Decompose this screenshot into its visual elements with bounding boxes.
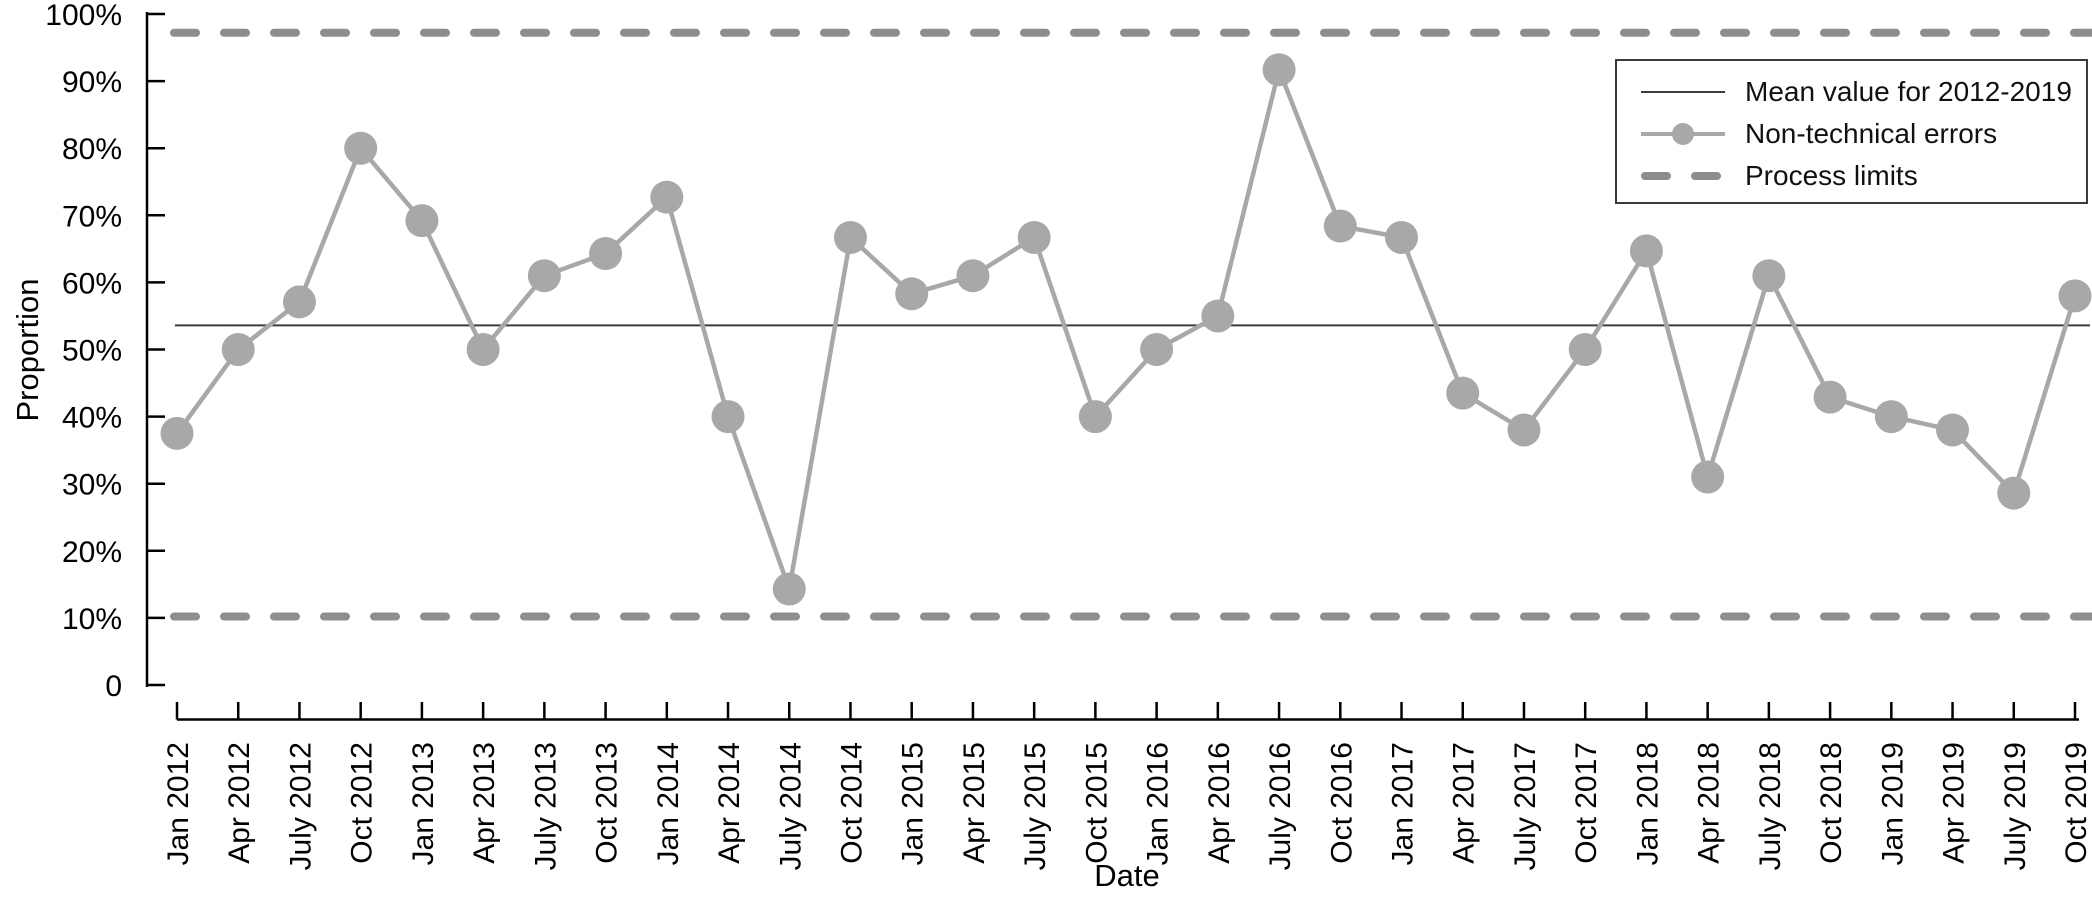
- series-line-sample-icon: [1641, 123, 1725, 145]
- legend-label-mean-value: Mean value for 2012-2019: [1745, 76, 2072, 107]
- x-tick-label: Jan 2018: [1631, 742, 1664, 865]
- y-tick-label: 20%: [62, 536, 122, 569]
- x-tick-label: Jan 2016: [1142, 742, 1175, 865]
- x-tick-label: Apr 2017: [1448, 742, 1481, 864]
- data-point-marker: [1201, 299, 1235, 333]
- data-point-marker: [1874, 400, 1908, 434]
- data-point-marker: [1568, 333, 1602, 366]
- y-tick-label: 80%: [62, 133, 122, 166]
- data-point-marker: [1507, 413, 1541, 447]
- x-tick-label: July 2016: [1264, 742, 1297, 870]
- data-point-marker: [160, 416, 194, 450]
- legend: Mean value for 2012-2019 Non-technical e…: [1615, 59, 2088, 204]
- data-point-marker: [1752, 259, 1786, 293]
- data-point-marker: [1323, 209, 1357, 243]
- data-point-marker: [1140, 333, 1174, 366]
- x-tick-label: Apr 2014: [713, 742, 746, 864]
- process-limits-sample-icon: [1641, 172, 1727, 180]
- y-tick-label: 0: [105, 670, 122, 703]
- data-point-marker: [1017, 220, 1051, 254]
- y-axis-title: Proportion: [10, 278, 45, 421]
- x-tick-label: Oct 2016: [1325, 742, 1358, 864]
- x-tick-label: July 2012: [284, 742, 317, 870]
- x-tick-label: Oct 2019: [2060, 742, 2092, 864]
- x-tick-label: Oct 2014: [835, 742, 868, 864]
- data-point-marker: [527, 259, 561, 293]
- data-point-marker: [2058, 279, 2092, 313]
- data-point-marker: [1813, 380, 1847, 414]
- x-tick-label: Apr 2016: [1203, 742, 1236, 864]
- legend-item-process-limits: Process limits: [1639, 155, 2086, 197]
- x-tick-label: Jan 2013: [407, 742, 440, 865]
- data-point-marker: [1078, 400, 1112, 434]
- data-point-marker: [221, 333, 255, 366]
- mean-line-sample-icon: [1641, 91, 1725, 93]
- data-point-marker: [1936, 413, 1970, 447]
- x-tick-label: July 2018: [1754, 742, 1787, 870]
- y-tick-label: 60%: [62, 267, 122, 300]
- legend-label-process-limits: Process limits: [1745, 160, 1918, 191]
- data-point-marker: [1385, 220, 1419, 254]
- y-tick-label: 70%: [62, 200, 122, 233]
- x-tick-label: Jan 2014: [652, 742, 685, 865]
- data-point-marker: [956, 259, 990, 293]
- y-tick-label: 30%: [62, 469, 122, 502]
- x-tick-label: Jan 2012: [162, 742, 195, 865]
- data-point-marker: [711, 400, 745, 434]
- x-tick-label: July 2013: [529, 742, 562, 870]
- x-tick-label: Apr 2018: [1693, 742, 1726, 864]
- y-tick-label: 90%: [62, 66, 122, 99]
- data-point-marker: [466, 333, 500, 366]
- data-point-marker: [1262, 53, 1296, 87]
- legend-item-non-technical-errors: Non-technical errors: [1639, 113, 2086, 155]
- x-tick-label: Oct 2017: [1570, 742, 1603, 864]
- x-tick-label: Apr 2012: [223, 742, 256, 864]
- x-tick-label: Oct 2018: [1815, 742, 1848, 864]
- x-tick-label: July 2014: [774, 742, 807, 870]
- legend-label-non-technical-errors: Non-technical errors: [1745, 118, 1998, 149]
- data-point-marker: [650, 180, 684, 214]
- data-point-marker: [589, 237, 623, 271]
- data-point-marker: [1691, 460, 1725, 494]
- data-point-marker: [772, 572, 806, 606]
- x-tick-label: July 2019: [1999, 742, 2032, 870]
- x-tick-label: Oct 2012: [346, 742, 379, 864]
- x-tick-label: Oct 2013: [591, 742, 624, 864]
- data-point-marker: [344, 131, 378, 165]
- y-tick-label: 40%: [62, 402, 122, 435]
- data-point-marker: [895, 277, 929, 311]
- x-axis-title: Date: [1094, 858, 1159, 893]
- x-tick-label: Jan 2019: [1876, 742, 1909, 865]
- x-tick-label: July 2015: [1019, 742, 1052, 870]
- x-tick-label: Jan 2017: [1387, 742, 1420, 865]
- data-point-marker: [833, 220, 867, 254]
- data-point-marker: [405, 204, 439, 238]
- y-tick-label: 50%: [62, 335, 122, 368]
- x-tick-label: Apr 2013: [468, 742, 501, 864]
- x-tick-label: Apr 2019: [1938, 742, 1971, 864]
- x-tick-label: Oct 2015: [1080, 742, 1113, 864]
- y-tick-label: 10%: [62, 603, 122, 636]
- data-point-marker: [1629, 234, 1663, 268]
- x-tick-label: Apr 2015: [958, 742, 991, 864]
- y-tick-label: 100%: [45, 0, 122, 32]
- data-point-marker: [282, 285, 316, 319]
- data-point-marker: [1997, 476, 2031, 510]
- x-tick-label: July 2017: [1509, 742, 1542, 870]
- legend-item-mean-value: Mean value for 2012-2019: [1639, 71, 2086, 113]
- data-point-marker: [1446, 376, 1480, 410]
- x-tick-label: Jan 2015: [897, 742, 930, 865]
